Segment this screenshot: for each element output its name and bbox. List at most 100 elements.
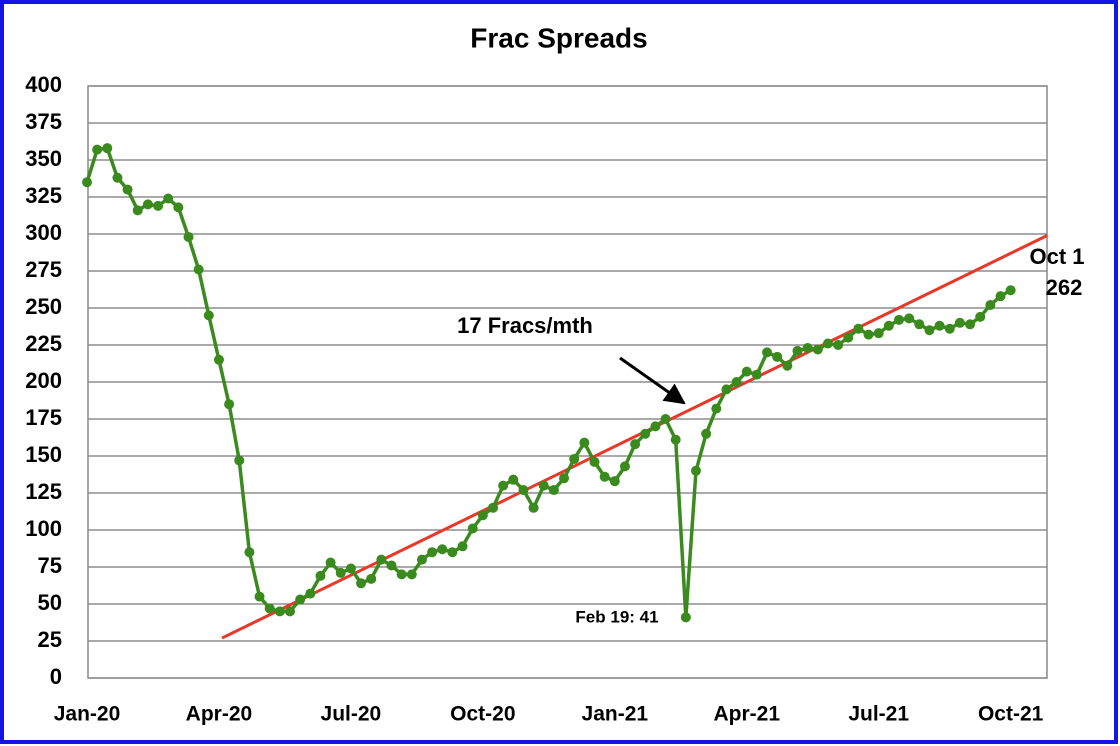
- y-tick-label: 150: [25, 442, 62, 467]
- point: [416, 554, 427, 565]
- point: [833, 340, 844, 350]
- x-tick-label: Jan-20: [54, 703, 121, 726]
- point: [711, 403, 722, 414]
- point: [802, 342, 813, 353]
- point: [153, 200, 164, 211]
- point: [274, 606, 285, 617]
- point: [944, 323, 955, 334]
- y-tick-label: 250: [25, 294, 62, 319]
- point: [579, 437, 590, 448]
- y-tick-label: 50: [38, 590, 62, 615]
- y-tick-label: 175: [25, 405, 62, 430]
- point: [213, 354, 224, 365]
- point: [224, 399, 235, 410]
- point: [792, 345, 803, 356]
- point: [609, 476, 620, 487]
- point: [528, 502, 539, 513]
- point: [285, 606, 295, 617]
- point: [122, 184, 133, 195]
- point: [782, 360, 793, 371]
- x-tick-label: Jul-21: [848, 703, 909, 726]
- point: [366, 573, 377, 584]
- point: [193, 264, 204, 275]
- point: [965, 319, 976, 330]
- point: [112, 172, 123, 183]
- point: [680, 612, 691, 623]
- point: [548, 485, 559, 496]
- point: [538, 480, 549, 491]
- y-tick-label: 125: [25, 479, 62, 504]
- point: [843, 332, 854, 343]
- point: [772, 351, 783, 362]
- point: [894, 314, 904, 325]
- point: [985, 300, 996, 311]
- point: [569, 453, 580, 464]
- point: [295, 594, 306, 605]
- annotation: 17 Fracs/mth: [457, 313, 593, 338]
- value-label: 262: [1046, 275, 1083, 300]
- point: [163, 193, 174, 204]
- point: [721, 384, 732, 395]
- x-tick-label: Oct-20: [450, 703, 515, 726]
- point: [559, 473, 570, 484]
- point: [488, 502, 498, 513]
- y-tick-label: 300: [25, 220, 62, 245]
- point: [650, 421, 661, 432]
- point: [437, 544, 448, 555]
- point: [244, 547, 255, 558]
- point: [640, 428, 651, 439]
- point: [630, 439, 641, 450]
- point: [863, 329, 874, 340]
- point: [82, 177, 92, 188]
- point: [701, 428, 712, 439]
- annotation: Feb 19: 41: [575, 607, 658, 626]
- point: [508, 474, 519, 485]
- x-tick-label: Apr-21: [713, 703, 780, 726]
- point: [183, 231, 194, 242]
- plot-border: [87, 85, 1048, 679]
- point: [498, 480, 509, 491]
- annotation: Oct 1: [1029, 244, 1084, 269]
- point: [812, 344, 823, 355]
- point: [386, 560, 397, 571]
- point: [427, 547, 438, 558]
- point: [599, 471, 610, 482]
- x-tick-label: Jul-20: [321, 703, 382, 726]
- point: [691, 465, 701, 476]
- point: [325, 557, 336, 568]
- trend-line: [221, 234, 1048, 640]
- point: [762, 347, 773, 358]
- point: [670, 434, 681, 445]
- point: [731, 377, 742, 387]
- x-tick-label: Oct-21: [978, 703, 1044, 726]
- point: [934, 320, 945, 331]
- point: [822, 338, 833, 349]
- y-tick-label: 375: [25, 109, 62, 134]
- y-tick-label: 0: [50, 664, 62, 689]
- point: [853, 323, 864, 334]
- point: [883, 320, 894, 331]
- point: [376, 554, 387, 565]
- point: [335, 567, 346, 578]
- y-tick-label: 25: [38, 627, 62, 652]
- arrow: [619, 356, 686, 405]
- point: [234, 455, 245, 466]
- point: [173, 202, 184, 213]
- point: [1005, 285, 1016, 296]
- y-tick-label: 350: [25, 146, 62, 171]
- point: [142, 199, 153, 210]
- x-tick-label: Apr-20: [186, 703, 253, 726]
- point: [914, 319, 925, 330]
- point: [447, 547, 458, 558]
- point: [406, 569, 417, 580]
- point: [477, 510, 488, 521]
- point: [457, 541, 468, 552]
- point: [203, 310, 214, 321]
- point: [741, 366, 752, 377]
- point: [467, 523, 478, 534]
- point: [619, 461, 630, 472]
- point: [396, 569, 407, 580]
- point: [345, 563, 356, 574]
